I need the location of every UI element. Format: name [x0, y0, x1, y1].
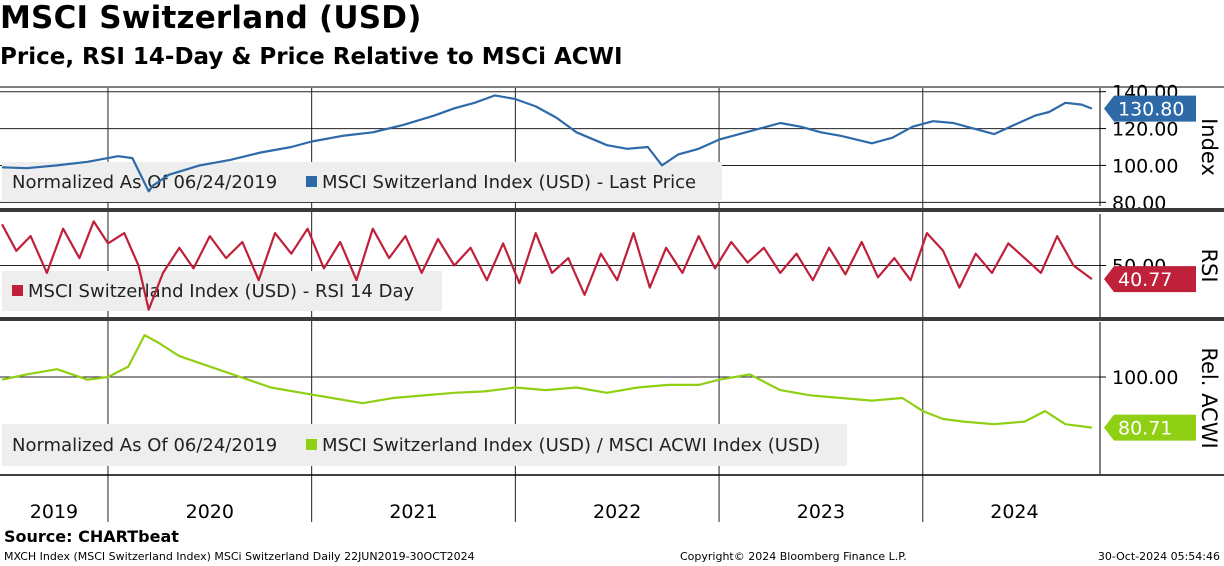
x-year-label: 2022 — [593, 501, 641, 523]
legend-swatch — [12, 285, 23, 296]
legend-box — [2, 271, 442, 311]
legend-series-label: MSCI Switzerland Index (USD) / MSCI ACWI… — [322, 435, 820, 456]
price-series-line — [1, 94, 1093, 193]
legend-series-label: MSCI Switzerland Index (USD) - Last Pric… — [322, 172, 696, 193]
panel-separator — [0, 208, 1224, 212]
legend-swatch — [306, 439, 317, 450]
legend-series-label: MSCI Switzerland Index (USD) - RSI 14 Da… — [28, 281, 414, 302]
panel-separator — [0, 317, 1224, 321]
y-tick-label: 100.00 — [1112, 367, 1178, 389]
last-value-badge — [1104, 95, 1196, 122]
x-year-label: 2024 — [990, 501, 1038, 523]
last-value-badge — [1104, 266, 1196, 293]
axis-title: RSI — [1197, 248, 1221, 282]
relative-series-line — [1, 334, 1093, 429]
x-year-label: 2023 — [797, 501, 845, 523]
source-note: Source: CHARTbeat — [4, 527, 179, 546]
legend-swatch — [306, 176, 317, 187]
chart-subtitle: Price, RSI 14-Day & Price Relative to MS… — [0, 44, 623, 70]
x-year-label: 2021 — [389, 501, 437, 523]
last-value-badge — [1104, 414, 1196, 441]
last-value-label: 40.77 — [1118, 269, 1172, 291]
y-tick-label: 120.00 — [1112, 119, 1178, 141]
axis-title: Rel. ACWI — [1197, 347, 1221, 448]
footer-copyright: Copyright© 2024 Bloomberg Finance L.P. — [680, 550, 907, 563]
chart-title: MSCI Switzerland (USD) — [0, 0, 422, 36]
axis-title: Index — [1197, 118, 1221, 176]
rsi-series-line — [1, 220, 1093, 311]
footer-security-info: MXCH Index (MSCI Switzerland Index) MSCi… — [4, 550, 475, 563]
legend-box — [2, 424, 847, 466]
last-value-label: 80.71 — [1118, 418, 1172, 440]
x-year-label: 2020 — [186, 501, 234, 523]
last-value-label: 130.80 — [1118, 99, 1184, 121]
legend-box — [2, 162, 722, 202]
footer-timestamp: 30-Oct-2024 05:54:46 — [1097, 550, 1220, 563]
legend-note: Normalized As Of 06/24/2019 — [12, 435, 277, 456]
y-tick-label: 100.00 — [1112, 155, 1178, 177]
x-year-label: 2019 — [30, 501, 78, 523]
